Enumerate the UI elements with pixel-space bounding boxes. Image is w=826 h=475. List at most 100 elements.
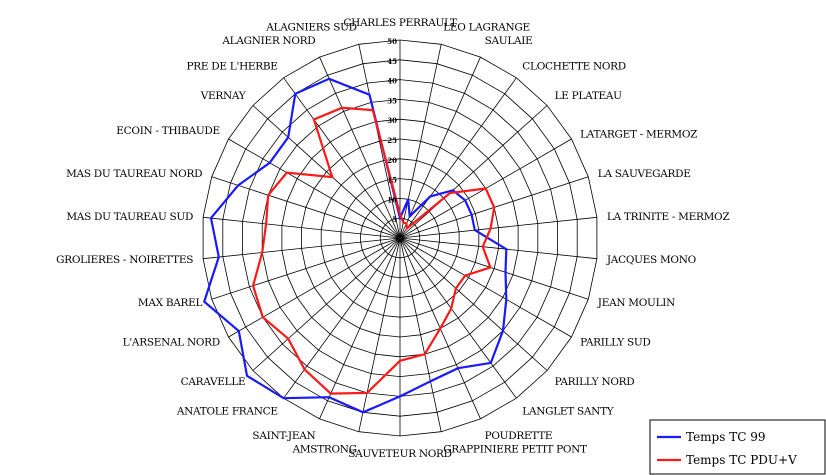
series-2-point-18	[329, 392, 332, 395]
spoke-23	[203, 237, 401, 260]
radial-tick-label: 20	[387, 156, 397, 165]
series-1-point-12	[502, 329, 504, 332]
category-label-29: ALAGNIER NORD	[221, 35, 315, 47]
category-label-6: LATARGET - MERMOZ	[580, 129, 697, 141]
category-label-20: CARAVELLE	[181, 376, 246, 388]
spoke-4	[399, 77, 517, 239]
category-label-14: POUDRETTE	[485, 430, 553, 442]
spoke-8	[399, 216, 597, 239]
spoke-26	[228, 138, 401, 239]
category-label-30: ALAGNIERS SUD	[265, 22, 357, 34]
series-1-point-2	[407, 198, 410, 201]
legend-label-series-2: Temps TC PDU+V	[686, 453, 797, 467]
series-2-point-16	[399, 360, 401, 362]
series-2-point-17	[366, 392, 368, 394]
category-label-28: PRE DE L'HERBE	[187, 61, 278, 73]
category-label-3: SAULAIE	[485, 35, 533, 47]
series-1-point-6	[464, 199, 467, 202]
category-label-25: MAS DU TAUREAU NORD	[66, 168, 202, 180]
series-1-point-19	[282, 397, 285, 400]
series-1-point-28	[294, 93, 297, 95]
series-2-point-9	[481, 245, 484, 248]
series-2-point-24	[265, 223, 267, 225]
spoke-29	[319, 56, 401, 239]
series-1-point-26	[268, 162, 271, 164]
series-2-point-30	[372, 109, 374, 111]
series-2-point-1	[399, 213, 401, 215]
spoke-22	[211, 237, 401, 300]
spoke-15	[399, 237, 442, 432]
series-2-point-3	[405, 222, 408, 225]
category-label-8: LA TRINITE - MERMOZ	[607, 211, 729, 223]
series-2-point-23	[261, 251, 264, 254]
series-1-point-29	[328, 78, 330, 80]
category-label-5: LE PLATEAU	[555, 90, 623, 102]
spoke-19	[283, 237, 401, 399]
category-label-16: SAUVETEUR NORD	[348, 448, 452, 460]
series-1-point-23	[218, 256, 220, 258]
series-2-point-21	[262, 316, 264, 319]
series-2-point-22	[252, 284, 254, 287]
category-label-27: VERNAY	[200, 90, 247, 102]
category-label-13: LANGLET SANTY	[522, 405, 614, 417]
spoke-10	[399, 237, 589, 300]
radial-tick-label: 5	[392, 215, 397, 224]
series-1-point-18	[328, 396, 330, 399]
category-label-17: AMSTRONG	[292, 444, 357, 456]
spoke-21	[228, 237, 401, 338]
spoke-25	[211, 176, 401, 239]
series-1-point-7	[470, 213, 473, 216]
radial-tick-label: 10	[387, 195, 397, 204]
series-2-point-27	[331, 176, 334, 178]
series-2-point-8	[489, 227, 492, 230]
category-label-21: L'ARSENAL NORD	[123, 337, 220, 349]
spoke-12	[399, 237, 548, 371]
series-1-point-22	[203, 300, 205, 303]
radial-tick-label: 35	[387, 96, 397, 105]
series-2-point-13	[450, 307, 453, 310]
series-1-point-16	[399, 395, 401, 398]
spoke-20	[252, 237, 401, 371]
series-layer	[202, 77, 508, 414]
legend-label-series-1: Temps TC 99	[686, 430, 765, 444]
spoke-2	[399, 44, 442, 239]
series-2-point-10	[489, 266, 492, 269]
series-1-point-14	[457, 367, 459, 370]
category-label-7: LA SAUVEGARDE	[598, 168, 691, 180]
series-2-point-28	[313, 118, 315, 121]
radial-tick-labels: 5 10 15 20 25 30 35 40 45 50	[387, 37, 397, 224]
category-label-12: PARILLY NORD	[555, 376, 635, 388]
radial-tick-label: 15	[387, 176, 397, 185]
series-1-point-13	[490, 362, 492, 364]
category-label-11: PARILLY SUD	[580, 337, 650, 349]
spoke-9	[399, 237, 597, 260]
series-1-point-27	[287, 136, 290, 139]
legend: Temps TC 99 Temps TC PDU+V	[649, 419, 826, 475]
radar-spokes	[203, 40, 597, 436]
radial-tick-label: 30	[387, 116, 397, 125]
series-1-point-25	[237, 184, 239, 187]
spoke-30	[358, 44, 401, 239]
spoke-24	[203, 216, 401, 239]
series-2-point-6	[484, 187, 487, 190]
series-2-point-14	[439, 327, 442, 330]
series-1-point-9	[505, 248, 508, 250]
category-label-10: JEAN MOULIN	[597, 297, 675, 309]
series-1-point-17	[362, 411, 364, 414]
category-label-15: GRAPPINIERE PETIT PONT	[443, 444, 587, 456]
series-2-point-25	[267, 194, 270, 196]
category-label-9: JACQUES MONO	[606, 254, 697, 266]
series-2-point-20	[287, 337, 290, 340]
series-2-point-15	[423, 353, 426, 356]
radial-tick-label: 25	[387, 136, 397, 145]
spoke-5	[399, 105, 548, 239]
category-label-23: GROLIERES - NOIRETTES	[56, 254, 193, 266]
category-label-22: MAX BAREL	[138, 297, 203, 309]
radial-tick-label: 50	[387, 37, 397, 46]
series-1-point-20	[246, 375, 248, 377]
spoke-3	[399, 56, 481, 239]
series-1-point-4	[429, 195, 432, 198]
